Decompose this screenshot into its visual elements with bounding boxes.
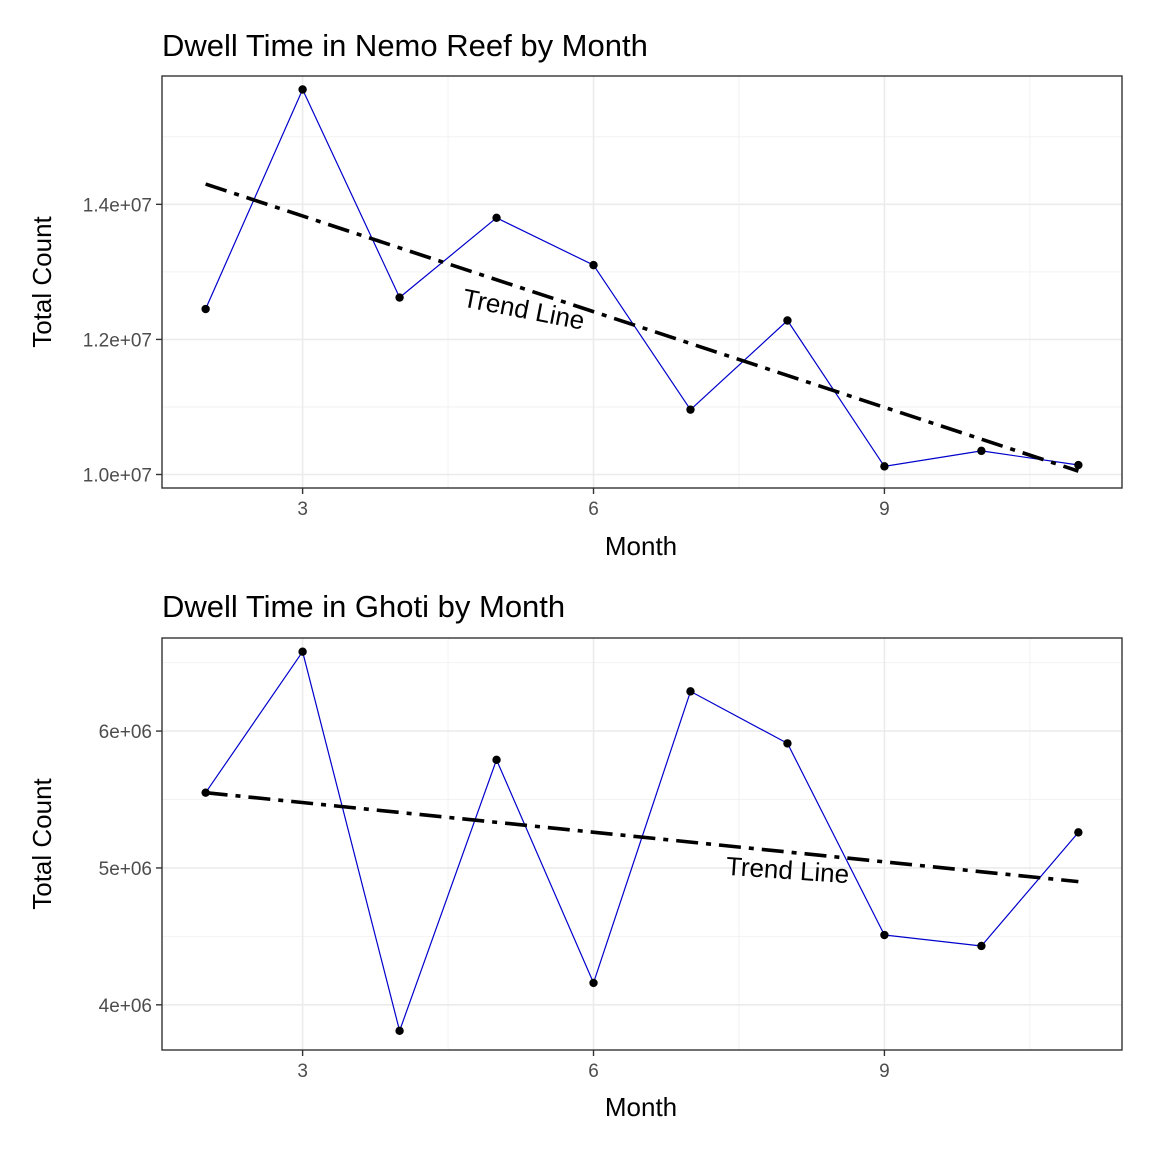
x-tick-label: 3 [297, 1061, 308, 1082]
x-tick-label: 9 [879, 1061, 890, 1082]
data-point [977, 941, 986, 951]
data-point [589, 978, 598, 988]
data-point [783, 739, 792, 748]
plot-background [162, 76, 1122, 488]
y-tick-label: 1.4e+07 [83, 195, 152, 216]
chart-ghoti: Dwell Time in Ghoti by Month Month Total… [27, 589, 1123, 1122]
data-point [977, 446, 986, 456]
x-tick-label: 6 [588, 1061, 599, 1082]
data-point [589, 260, 598, 270]
data-point [201, 304, 210, 314]
trend-line [205, 182, 1079, 473]
x-tick-label: 6 [588, 499, 599, 520]
data-point [880, 930, 889, 940]
chart-title: Dwell Time in Nemo Reef by Month [162, 28, 648, 63]
x-axis-title: Month [605, 1092, 677, 1122]
data-point [1074, 460, 1083, 470]
data-point [201, 788, 210, 797]
x-tick-label: 3 [297, 499, 308, 520]
y-tick-label: 4e+06 [99, 996, 152, 1017]
trend-line [205, 790, 1079, 884]
y-axis-title: Total Count [27, 777, 57, 909]
plot-border [161, 637, 1123, 1051]
y-tick-label: 5e+06 [99, 859, 152, 880]
data-point [783, 316, 792, 325]
x-axis-title: Month [605, 531, 677, 561]
plot-border [161, 75, 1123, 489]
data-point [686, 687, 695, 696]
data-point [395, 293, 404, 302]
data-point [686, 405, 695, 414]
plot-background [162, 638, 1122, 1050]
y-tick-label: 6e+06 [99, 722, 152, 743]
data-point [298, 85, 307, 94]
data-point [395, 1026, 404, 1036]
data-point [298, 647, 307, 656]
data-point [1074, 828, 1083, 837]
data-point [492, 213, 501, 223]
chart-nemo-reef: Dwell Time in Nemo Reef by Month Month T… [27, 28, 1123, 561]
chart-title: Dwell Time in Ghoti by Month [162, 589, 565, 624]
series-line [205, 88, 1079, 467]
data-point [880, 462, 889, 471]
data-point [492, 755, 501, 765]
y-tick-label: 1.0e+07 [83, 465, 152, 486]
x-tick-label: 9 [879, 499, 890, 520]
y-tick-label: 1.2e+07 [83, 330, 152, 351]
y-axis-title: Total Count [27, 215, 57, 347]
